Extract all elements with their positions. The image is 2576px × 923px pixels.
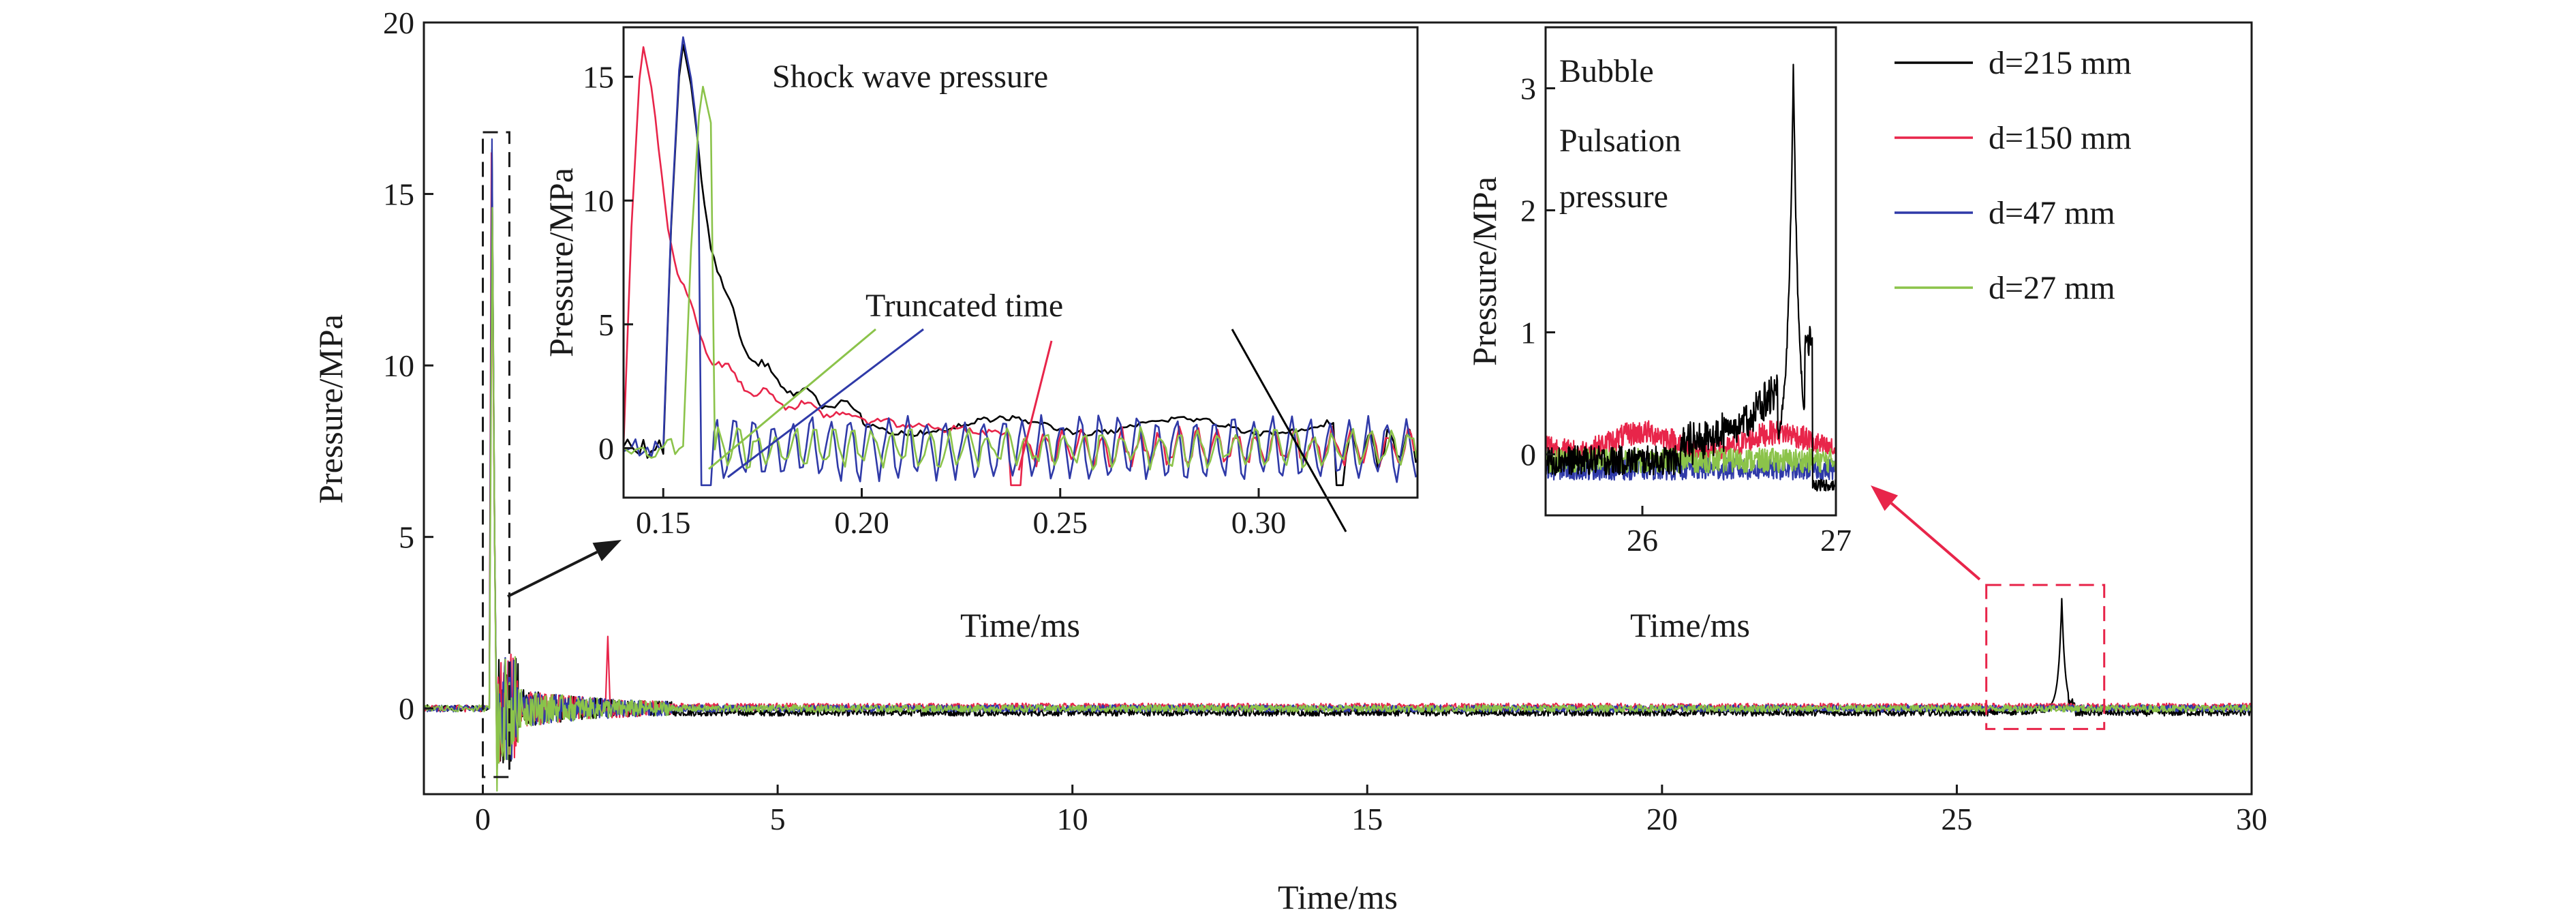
- inset-bubble-series-line: [1544, 63, 1837, 492]
- y-tick-label: 5: [598, 307, 614, 342]
- inset-bubble-frame: [1544, 26, 1837, 517]
- x-tick-label: 5: [770, 802, 786, 836]
- inset-shock-title: Shock wave pressure: [772, 59, 1048, 95]
- x-tick-label: 0.25: [1033, 505, 1088, 540]
- main-series-line: [423, 207, 2252, 792]
- zoom-box-right-rect: [1985, 584, 2106, 730]
- inset-shock-frame: [622, 26, 1419, 499]
- x-tick-label: 27: [1820, 523, 1852, 558]
- legend-label: d=215 mm: [1989, 45, 2132, 81]
- inset-bubble-x-axis-label: Time/ms: [1630, 606, 1750, 644]
- y-tick-label: 0: [399, 691, 414, 726]
- inset-shock-y-axis-label: Pressure/MPa: [542, 168, 580, 357]
- inset-shock-x-axis-label: Time/ms: [960, 606, 1080, 644]
- legend-item: d=47 mm: [1895, 195, 2115, 231]
- legend-label: d=47 mm: [1989, 195, 2115, 231]
- y-tick-label: 20: [383, 5, 414, 40]
- main-series-group: [423, 138, 2252, 792]
- main-x-ticks: 0 5 10 15 20 25 30: [475, 785, 2267, 836]
- inset-bubble-x-ticks: 26 27: [1627, 506, 1852, 558]
- inset-bubble-pulsation: 26 27 0 1 2 3 Bubble Pulsation pressure Time…: [1465, 26, 1852, 644]
- x-tick-label: 0.30: [1231, 505, 1287, 540]
- inset-bubble-series-line: [1544, 447, 1837, 474]
- x-tick-label: 0.20: [834, 505, 889, 540]
- legend-label: d=27 mm: [1989, 270, 2115, 306]
- inset-bubble-series-line: [1544, 457, 1837, 481]
- zoom-box-left-rect: [482, 131, 510, 778]
- inset-bubble-title-line-3: pressure: [1559, 179, 1668, 215]
- y-tick-label: 1: [1520, 316, 1536, 350]
- zoom-box-left: [482, 131, 510, 778]
- legend: d=215 mm d=150 mm d=47 mm d=27 mm: [1895, 45, 2132, 306]
- inset-shock-y-ticks: 0 5 10 15: [583, 60, 633, 466]
- x-tick-label: 0: [475, 802, 491, 836]
- inset-shock-wave: 0.15 0.20 0.25 0.30 0 5 10 15 Shock wave press…: [542, 26, 1419, 644]
- truncated-time-annotation: Truncated time: [865, 288, 1063, 324]
- main-x-axis-label: Time/ms: [1278, 878, 1398, 916]
- main-series-line: [423, 149, 2252, 774]
- truncation-line: [708, 328, 876, 470]
- arrow-to-shock-inset: [507, 540, 622, 598]
- inset-shock-x-ticks: 0.15 0.20 0.25 0.30: [636, 488, 1286, 540]
- y-tick-label: 2: [1520, 194, 1536, 228]
- zoom-box-right: [1985, 584, 2106, 730]
- x-tick-label: 15: [1351, 802, 1383, 836]
- legend-item: d=27 mm: [1895, 270, 2115, 306]
- y-tick-label: 15: [583, 60, 614, 95]
- y-tick-label: 10: [383, 348, 414, 383]
- inset-shock-series-line: [623, 36, 1417, 487]
- x-tick-label: 20: [1646, 802, 1678, 836]
- y-tick-label: 0: [598, 431, 614, 466]
- inset-shock-series-line: [623, 85, 1418, 471]
- truncation-line: [1017, 340, 1053, 471]
- x-tick-label: 30: [2236, 802, 2267, 836]
- connector-arrows: [507, 485, 1981, 598]
- legend-item: d=150 mm: [1895, 120, 2132, 156]
- y-tick-label: 10: [583, 183, 614, 218]
- x-tick-label: 25: [1941, 802, 1972, 836]
- y-tick-label: 5: [399, 520, 414, 555]
- x-tick-label: 10: [1057, 802, 1088, 836]
- y-tick-label: 3: [1520, 72, 1536, 106]
- main-y-axis-label: Pressure/MPa: [311, 314, 350, 504]
- main-plot-frame: [423, 21, 2253, 796]
- y-tick-label: 0: [1520, 438, 1536, 472]
- inset-bubble-title-line-2: Pulsation: [1559, 123, 1681, 159]
- x-tick-label: 0.15: [636, 505, 691, 540]
- legend-item: d=215 mm: [1895, 45, 2132, 81]
- main-y-ticks: 0 5 10 15 20: [383, 5, 433, 726]
- inset-bubble-y-ticks: 0 1 2 3: [1520, 72, 1555, 472]
- y-tick-label: 15: [383, 177, 414, 212]
- inset-bubble-title-line-1: Bubble: [1559, 53, 1654, 89]
- inset-bubble-series-group: [1544, 63, 1837, 492]
- x-tick-label: 26: [1627, 523, 1658, 558]
- inset-bubble-y-axis-label: Pressure/MPa: [1465, 177, 1503, 366]
- legend-label: d=150 mm: [1989, 120, 2132, 156]
- arrow-to-bubble-inset: [1871, 485, 1981, 581]
- truncation-line: [727, 328, 924, 479]
